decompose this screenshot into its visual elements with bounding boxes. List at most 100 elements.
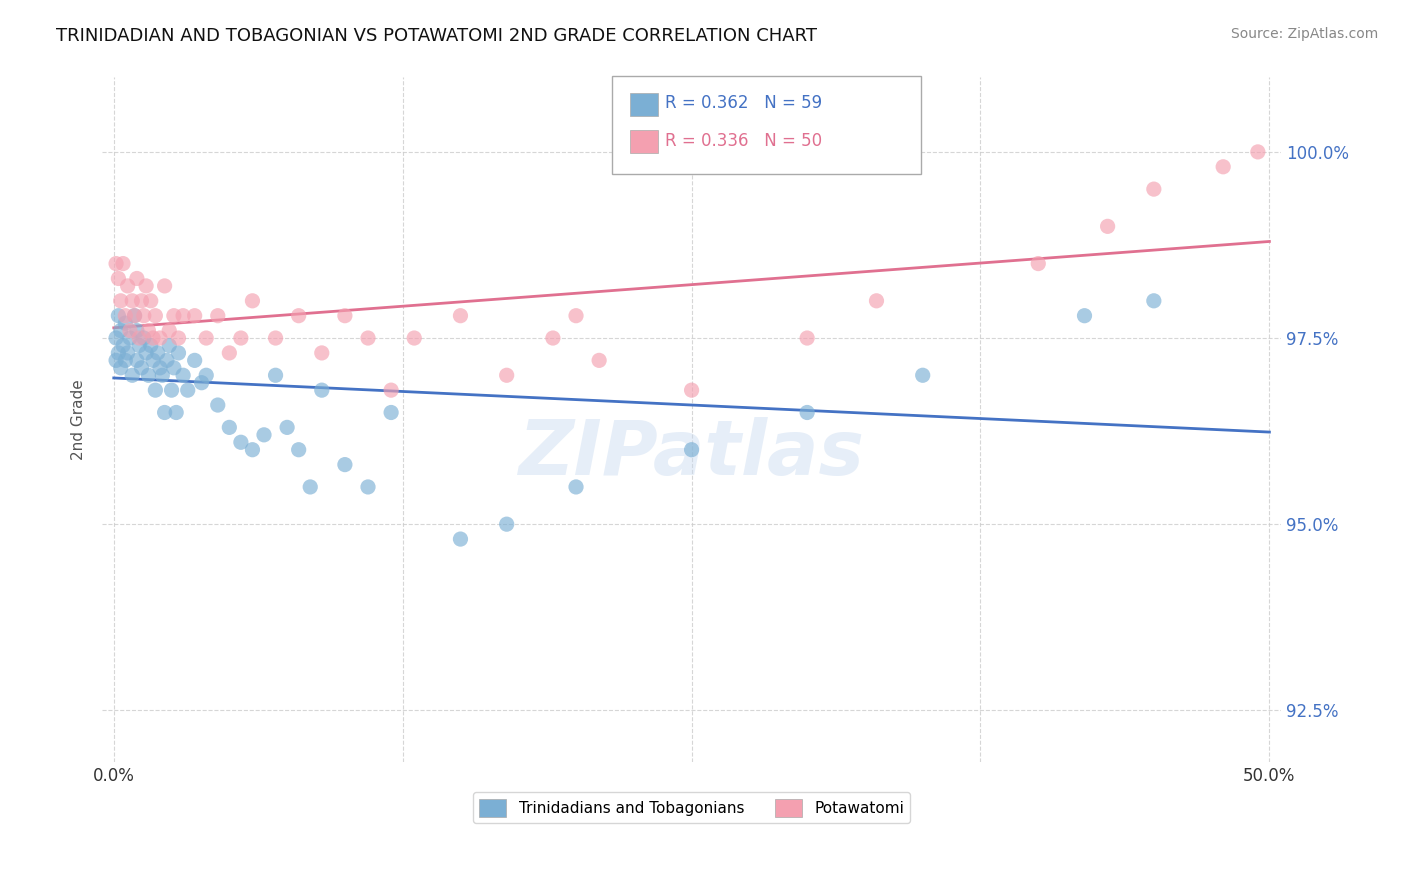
- Point: [121, 293, 143, 308]
- Point: [145, 383, 167, 397]
- Point: [253, 427, 276, 442]
- Point: [1212, 160, 1234, 174]
- Text: ZIPatlas: ZIPatlas: [519, 417, 865, 491]
- Point: [911, 368, 934, 383]
- Point: [172, 368, 194, 383]
- Point: [118, 331, 141, 345]
- Point: [165, 405, 187, 419]
- Point: [311, 346, 333, 360]
- Point: [145, 309, 167, 323]
- Point: [449, 309, 471, 323]
- Point: [681, 383, 703, 397]
- Legend: Trinidadians and Tobagonians, Potawatomi: Trinidadians and Tobagonians, Potawatomi: [472, 792, 910, 823]
- Point: [495, 368, 517, 383]
- Point: [183, 309, 205, 323]
- Point: [125, 324, 148, 338]
- Point: [565, 309, 588, 323]
- Point: [107, 271, 129, 285]
- Point: [172, 309, 194, 323]
- Point: [229, 435, 252, 450]
- Point: [138, 324, 160, 338]
- Point: [190, 376, 212, 390]
- Point: [114, 316, 136, 330]
- Point: [1247, 145, 1270, 159]
- Point: [264, 368, 287, 383]
- Point: [195, 331, 218, 345]
- Point: [1143, 293, 1166, 308]
- Point: [380, 405, 402, 419]
- Point: [135, 279, 157, 293]
- Point: [125, 271, 148, 285]
- Point: [311, 383, 333, 397]
- Point: [177, 383, 200, 397]
- Point: [183, 353, 205, 368]
- Point: [229, 331, 252, 345]
- Point: [121, 368, 143, 383]
- Point: [681, 442, 703, 457]
- Point: [1143, 182, 1166, 196]
- Point: [125, 353, 148, 368]
- Point: [111, 256, 134, 270]
- Point: [357, 331, 380, 345]
- Point: [242, 442, 264, 457]
- Point: [132, 331, 155, 345]
- Point: [218, 420, 240, 434]
- Point: [111, 338, 134, 352]
- Point: [107, 346, 129, 360]
- Point: [124, 309, 146, 323]
- Point: [287, 309, 309, 323]
- Point: [142, 331, 165, 345]
- Point: [107, 309, 129, 323]
- Point: [264, 331, 287, 345]
- Point: [449, 532, 471, 546]
- Point: [138, 368, 160, 383]
- Text: Source: ZipAtlas.com: Source: ZipAtlas.com: [1230, 27, 1378, 41]
- Point: [139, 293, 162, 308]
- Point: [242, 293, 264, 308]
- Point: [149, 360, 172, 375]
- Point: [117, 346, 139, 360]
- Point: [565, 480, 588, 494]
- Point: [207, 398, 229, 412]
- Point: [157, 338, 180, 352]
- Point: [1026, 256, 1049, 270]
- Point: [114, 309, 136, 323]
- Point: [124, 309, 146, 323]
- Y-axis label: 2nd Grade: 2nd Grade: [72, 380, 86, 460]
- Point: [153, 279, 176, 293]
- Point: [541, 331, 564, 345]
- Point: [333, 458, 356, 472]
- Point: [299, 480, 322, 494]
- Point: [139, 338, 162, 352]
- Point: [796, 405, 818, 419]
- Point: [276, 420, 298, 434]
- Point: [105, 331, 128, 345]
- Point: [149, 331, 172, 345]
- Point: [157, 324, 180, 338]
- Point: [163, 360, 186, 375]
- Point: [128, 338, 150, 352]
- Point: [1097, 219, 1119, 234]
- Point: [135, 346, 157, 360]
- Text: TRINIDADIAN AND TOBAGONIAN VS POTAWATOMI 2ND GRADE CORRELATION CHART: TRINIDADIAN AND TOBAGONIAN VS POTAWATOMI…: [56, 27, 817, 45]
- Point: [380, 383, 402, 397]
- Point: [114, 353, 136, 368]
- Point: [796, 331, 818, 345]
- Point: [495, 517, 517, 532]
- Point: [357, 480, 380, 494]
- Point: [153, 405, 176, 419]
- Text: R = 0.362   N = 59: R = 0.362 N = 59: [665, 95, 823, 112]
- Point: [207, 309, 229, 323]
- Point: [110, 293, 132, 308]
- Point: [150, 368, 173, 383]
- Point: [131, 360, 153, 375]
- Point: [142, 353, 165, 368]
- Point: [287, 442, 309, 457]
- Point: [404, 331, 426, 345]
- Point: [128, 331, 150, 345]
- Point: [118, 324, 141, 338]
- Point: [588, 353, 610, 368]
- Point: [333, 309, 356, 323]
- Point: [167, 346, 190, 360]
- Point: [132, 309, 155, 323]
